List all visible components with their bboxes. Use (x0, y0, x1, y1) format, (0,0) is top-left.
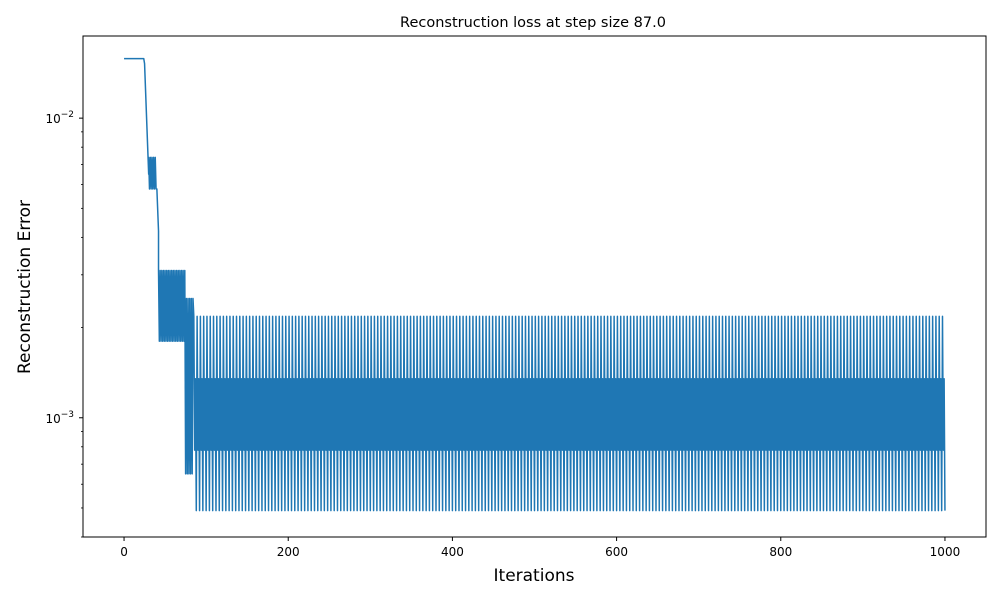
y-axis-title: Reconstruction Error (15, 200, 35, 374)
x-axis-ticks: 0 200 400 600 800 1000 (120, 537, 960, 559)
series-line-reconstruction-error (124, 57, 946, 512)
x-tick-label: 400 (441, 545, 464, 559)
y-tick-label: 10−2 (45, 110, 74, 126)
y-axis-ticks: 10−2 10−3 (45, 110, 83, 538)
x-axis-title: Iterations (494, 566, 575, 586)
x-tick-label: 800 (769, 545, 792, 559)
x-tick-label: 600 (605, 545, 628, 559)
x-tick-label: 0 (120, 545, 128, 559)
x-tick-label: 200 (277, 545, 300, 559)
chart-title: Reconstruction loss at step size 87.0 (400, 15, 666, 31)
x-tick-label: 1000 (930, 545, 961, 559)
y-tick-label: 10−3 (45, 410, 74, 426)
plot-frame (82, 35, 987, 538)
plot-area (124, 57, 946, 512)
